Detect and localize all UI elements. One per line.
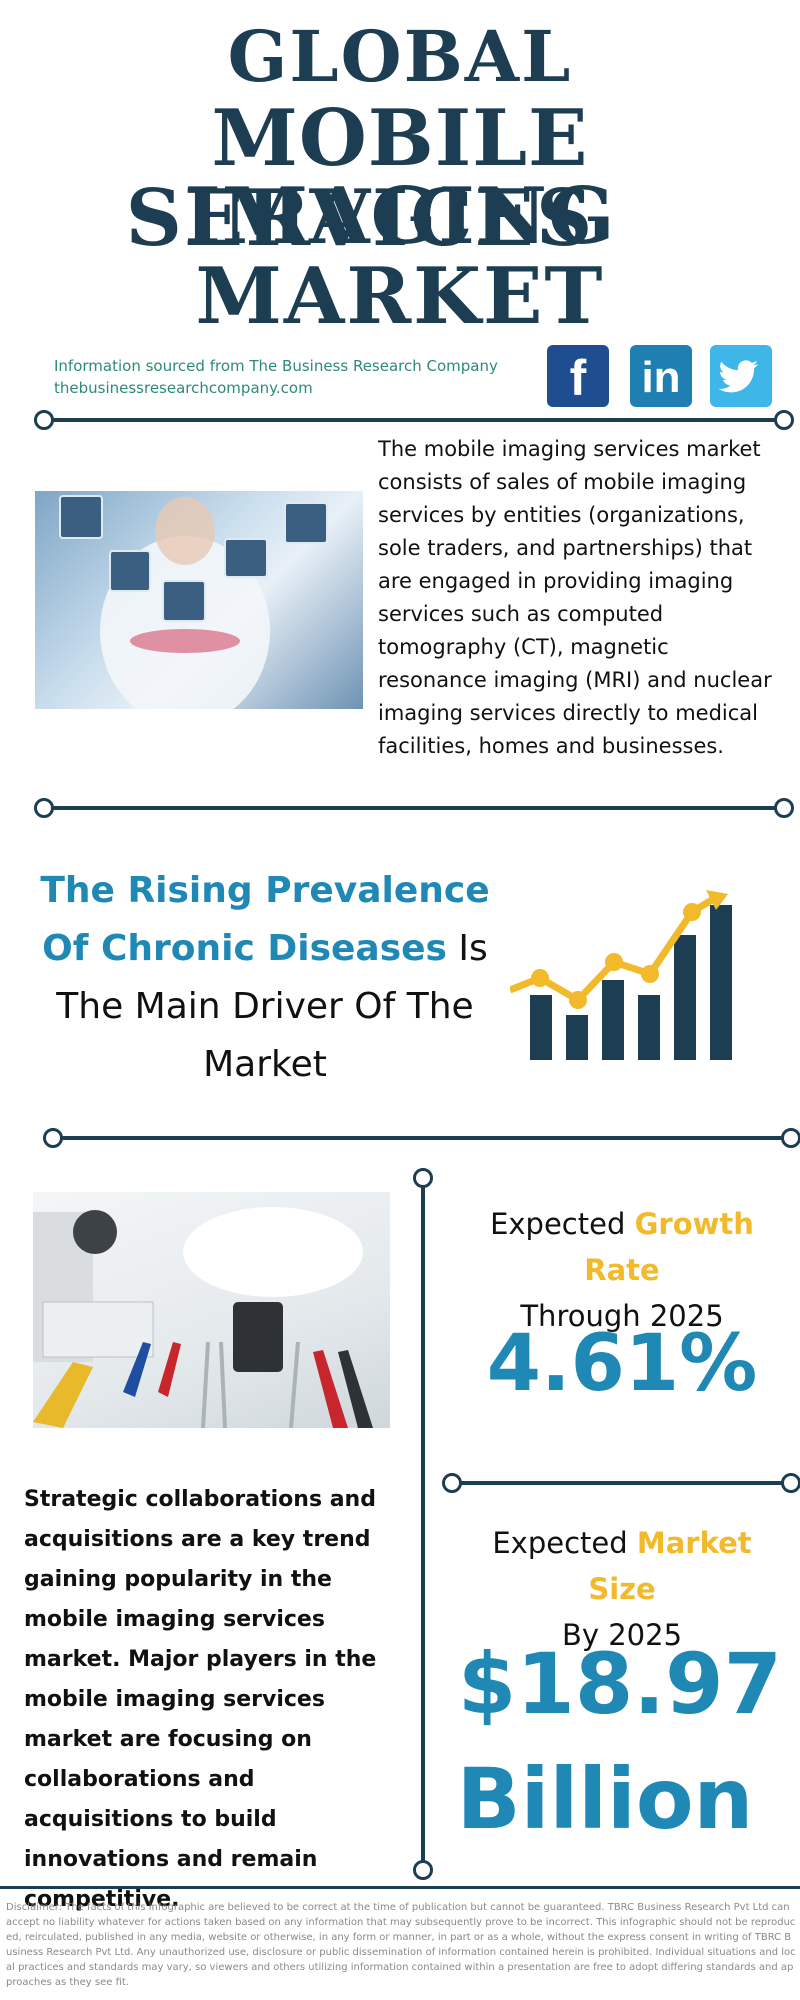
driver-text-1: Is [446,928,488,969]
driver-highlight-2: Of Chronic Diseases [42,928,447,969]
intro-text: The mobile imaging services market consi… [378,437,772,758]
divider-dot [413,1860,433,1880]
vertical-divider [421,1177,425,1869]
disclaimer-text: Disclaimer: The facts of this infographi… [6,1902,796,1988]
footer-divider [0,1886,800,1889]
divider-dot [774,798,794,818]
linkedin-letters: in [641,353,680,402]
facebook-letter: f [570,350,587,406]
driver-highlight-1: The Rising Prevalence [40,870,490,911]
source-label: Information sourced from The Business Re… [54,357,498,375]
divider-dot [774,410,794,430]
divider-dot [43,1128,63,1148]
market-size-unit: Billion [456,1750,754,1848]
divider-dot [442,1473,462,1493]
divider-line [52,1136,792,1140]
market-size-prefix: Expected [492,1526,637,1560]
growth-chart-icon [508,890,750,1065]
divider-line [452,1481,792,1485]
title-line-4: MARKET [195,251,605,342]
divider-dot [34,410,54,430]
linkedin-icon[interactable]: in [630,345,692,407]
market-size-value: $18.97 [457,1635,783,1733]
doctor-tablet-image [35,491,363,709]
divider-dot [781,1473,800,1493]
growth-prefix: Expected [490,1207,635,1241]
divider-dot [413,1168,433,1188]
growth-subheading: Through 2025 [520,1299,724,1333]
growth-rate-heading: Expected Growth Rate Through 2025 [457,1201,787,1339]
divider-line [44,806,784,810]
divider-dot [781,1128,800,1148]
title-line-1: GLOBAL [227,15,573,98]
twitter-icon[interactable] [710,345,772,407]
divider-line [44,418,784,422]
growth-rate-value: 4.61% [486,1319,758,1409]
growth-highlight: Growth Rate [584,1207,754,1287]
driver-text-3: Market [203,1044,327,1085]
lab-equipment-image [33,1192,390,1428]
trend-text: Strategic collaborations and acquisition… [24,1487,377,1912]
title-line-3: SERVICES [125,173,595,264]
facebook-icon[interactable]: f [547,345,609,407]
title-line-2: MOBILE IMAGING [184,93,616,262]
source-url-link[interactable]: thebusinessresearchcompany.com [54,379,313,397]
market-size-subheading: By 2025 [561,1618,683,1652]
market-size-heading: Expected Market Size By 2025 [457,1520,787,1658]
divider-dot [34,798,54,818]
market-size-highlight: Market Size [588,1526,752,1606]
driver-statement: The Rising Prevalence Of Chronic Disease… [30,862,500,1094]
driver-text-2: The Main Driver Of The [56,986,474,1027]
